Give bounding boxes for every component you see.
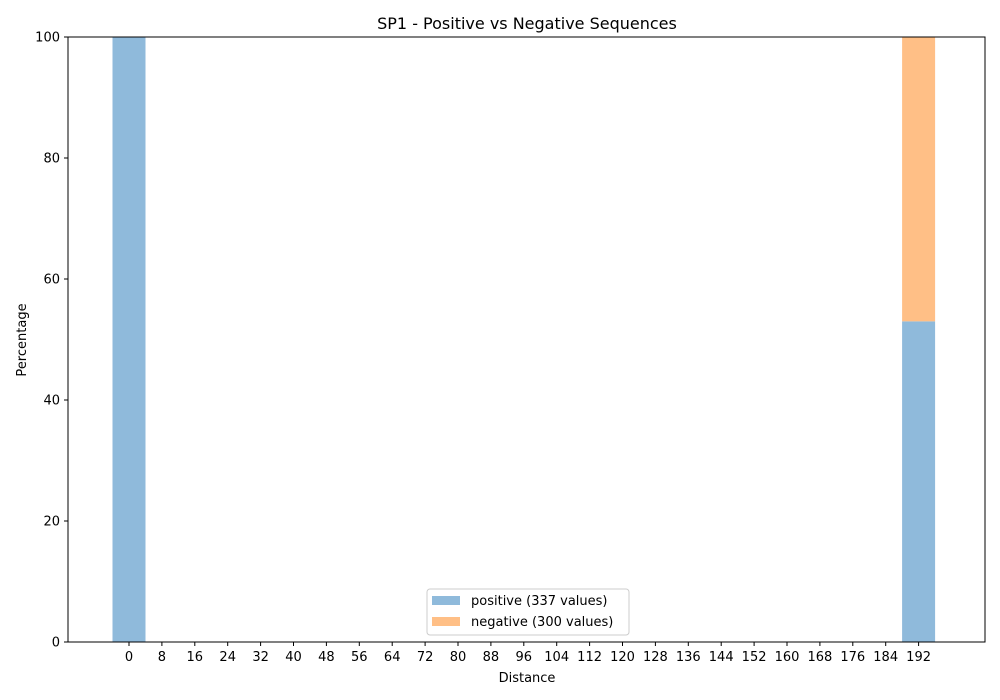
x-tick-label: 112	[577, 650, 602, 665]
x-axis: 0 8 16 24 32 40 48 56 64 72 80 88 96 104 112 120 128 136 1…	[125, 642, 931, 665]
y-tick-label: 100	[35, 31, 60, 46]
x-tick-label: 72	[417, 650, 434, 665]
x-tick-label: 152	[742, 650, 767, 665]
legend-box	[426, 588, 630, 636]
legend-swatch-positive	[432, 596, 460, 605]
x-tick-label: 16	[187, 650, 204, 665]
x-tick-label: 88	[483, 650, 500, 665]
x-tick-label: 64	[384, 650, 401, 665]
x-tick-label: 96	[516, 650, 533, 665]
bars-group	[112, 37, 936, 642]
plot-frame	[67, 36, 986, 643]
x-tick-label: 168	[807, 650, 832, 665]
x-tick-label: 192	[906, 650, 931, 665]
x-tick-label: 104	[544, 650, 569, 665]
x-tick-label: 136	[676, 650, 701, 665]
legend-label-negative: negative (300 values)	[471, 615, 613, 630]
bar-positive-192	[902, 321, 936, 642]
x-tick-label: 32	[252, 650, 269, 665]
x-tick-label: 8	[158, 650, 166, 665]
x-tick-label: 144	[709, 650, 734, 665]
bar-positive-0	[112, 37, 146, 642]
y-axis-label: Percentage	[15, 303, 30, 376]
x-tick-label: 176	[840, 650, 865, 665]
x-tick-label: 40	[285, 650, 302, 665]
y-tick-label: 80	[43, 152, 60, 167]
y-tick-label: 0	[52, 636, 60, 651]
x-tick-label: 80	[450, 650, 467, 665]
y-axis: 0 20 40 60 80 100	[35, 31, 68, 651]
x-tick-label: 0	[125, 650, 133, 665]
y-tick-label: 40	[43, 394, 60, 409]
x-tick-label: 24	[219, 650, 236, 665]
chart-title: SP1 - Positive vs Negative Sequences	[377, 14, 677, 33]
x-tick-label: 128	[643, 650, 668, 665]
x-axis-label: Distance	[499, 671, 556, 686]
y-tick-label: 20	[43, 515, 60, 530]
y-tick-label: 60	[43, 273, 60, 288]
x-tick-label: 48	[318, 650, 335, 665]
legend: positive (337 values) negative (300 valu…	[426, 588, 630, 636]
x-tick-label: 56	[351, 650, 368, 665]
legend-label-positive: positive (337 values)	[471, 594, 608, 609]
x-tick-label: 184	[873, 650, 898, 665]
legend-swatch-negative	[432, 617, 460, 626]
bar-negative-192	[902, 37, 936, 322]
x-tick-label: 160	[775, 650, 800, 665]
x-tick-label: 120	[610, 650, 635, 665]
